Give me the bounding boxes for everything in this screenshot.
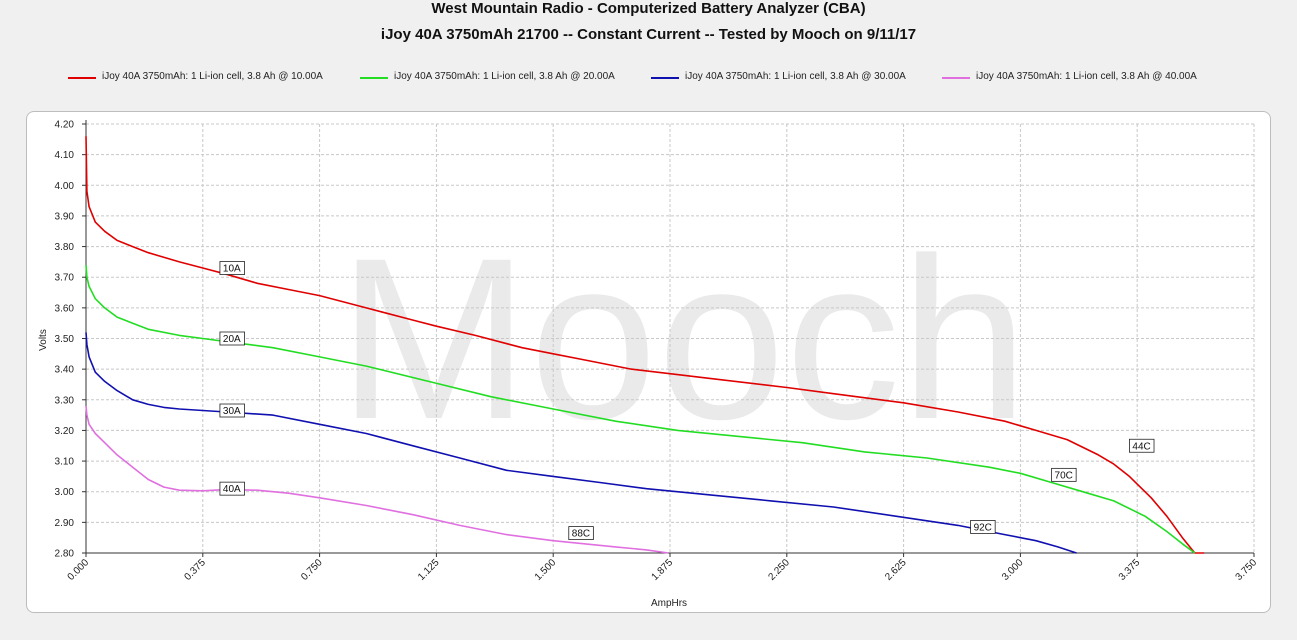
annotation-text: 40A <box>223 484 241 495</box>
annotation-88c: 88C <box>568 526 594 540</box>
y-tick-label: 3.40 <box>55 365 75 376</box>
y-tick-label: 4.20 <box>55 120 75 131</box>
y-tick-label: 3.60 <box>55 303 75 314</box>
x-tick-label: 3.375 <box>1117 557 1143 583</box>
legend-label-10a: iJoy 40A 3750mAh: 1 Li-ion cell, 3.8 Ah … <box>102 71 323 82</box>
annotation-box <box>970 520 996 534</box>
y-tick-label: 3.70 <box>55 273 75 284</box>
y-tick-label: 3.80 <box>55 242 75 253</box>
annotation-92c: 92C <box>970 520 996 534</box>
annotation-box <box>568 526 594 540</box>
annotation-box <box>219 481 245 496</box>
legend-swatch-30a <box>651 77 679 79</box>
x-tick-label: 0.375 <box>182 557 208 583</box>
annotation-box <box>1129 438 1155 453</box>
legend-label-30a: iJoy 40A 3750mAh: 1 Li-ion cell, 3.8 Ah … <box>685 71 906 82</box>
legend-label-20a: iJoy 40A 3750mAh: 1 Li-ion cell, 3.8 Ah … <box>394 71 615 82</box>
x-tick-label: 2.250 <box>766 557 792 583</box>
annotation-box <box>219 403 245 418</box>
chart-subtitle: iJoy 40A 3750mAh 21700 -- Constant Curre… <box>380 26 917 43</box>
y-tick-label: 4.10 <box>55 150 75 161</box>
annotation-44c: 44C <box>1129 438 1155 453</box>
y-tick-label: 2.80 <box>55 549 75 560</box>
chart-title: West Mountain Radio - Computerized Batte… <box>431 0 866 17</box>
x-tick-label: 3.000 <box>1000 557 1026 583</box>
y-tick-label: 3.00 <box>55 487 75 498</box>
annotation-box <box>219 331 245 346</box>
annotation-box <box>219 261 245 275</box>
series-20a-line <box>85 264 1196 554</box>
annotation-layer: 10A 20A 30A 40A 88C 92C 70C 44C <box>219 261 1155 540</box>
annotation-text: 30A <box>223 406 241 417</box>
annotation-30a: 30A <box>219 403 245 418</box>
annotation-text: 44C <box>1132 441 1150 452</box>
series-10a-line <box>85 136 1205 554</box>
x-tick-label: 0.000 <box>66 557 92 583</box>
x-tick-label: 0.750 <box>299 557 325 583</box>
annotation-10a: 10A <box>219 261 245 275</box>
y-tick-label: 2.90 <box>55 518 75 529</box>
series-30a-line <box>85 332 1077 554</box>
legend-swatch-20a <box>360 77 388 79</box>
legend-swatch-10a <box>68 77 96 79</box>
y-tick-label: 3.20 <box>55 426 75 437</box>
annotation-text: 20A <box>223 334 241 345</box>
annotation-text: 70C <box>1055 470 1073 481</box>
x-tick-label: 1.875 <box>650 557 676 583</box>
y-tick-label: 3.10 <box>55 457 75 468</box>
annotation-text: 88C <box>572 529 590 540</box>
y-tick-label: 3.30 <box>55 395 75 406</box>
annotation-70c: 70C <box>1051 467 1077 482</box>
chart-legend: iJoy 40A 3750mAh: 1 Li-ion cell, 3.8 Ah … <box>0 70 1297 86</box>
y-tick-label: 3.90 <box>55 211 75 222</box>
y-tick-label: 3.50 <box>55 334 75 345</box>
y-axis-title: Volts <box>38 329 49 351</box>
series-layer <box>85 136 1205 554</box>
legend-swatch-40a <box>942 77 970 79</box>
annotation-box <box>1051 467 1077 482</box>
x-axis-title: AmpHrs <box>651 598 687 609</box>
annotation-text: 10A <box>223 264 241 275</box>
legend-label-40a: iJoy 40A 3750mAh: 1 Li-ion cell, 3.8 Ah … <box>976 71 1197 82</box>
x-tick-label: 2.625 <box>883 557 909 583</box>
annotation-20a: 20A <box>219 331 245 346</box>
annotation-40a: 40A <box>219 481 245 496</box>
y-tick-label: 4.00 <box>55 181 75 192</box>
plot-frame <box>26 111 1271 613</box>
grid-layer <box>86 123 1255 553</box>
x-tick-label: 1.500 <box>533 557 559 583</box>
x-tick-label: 3.750 <box>1234 557 1260 583</box>
annotation-text: 92C <box>974 522 992 533</box>
x-tick-label: 1.125 <box>416 557 442 583</box>
